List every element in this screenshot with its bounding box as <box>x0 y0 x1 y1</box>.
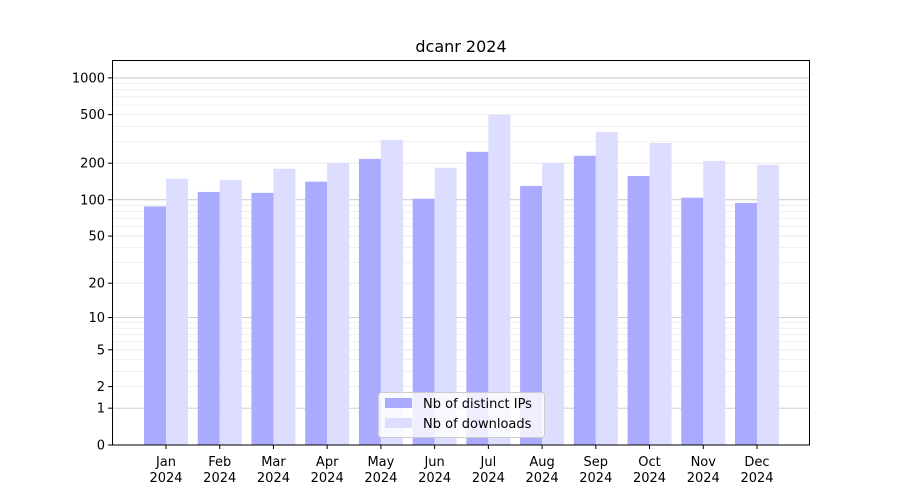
bar-downloads <box>219 179 242 445</box>
x-tick-label-line: Feb <box>208 455 231 470</box>
x-tick-label-line: Jun <box>423 455 444 470</box>
y-tick-label: 200 <box>80 157 105 172</box>
x-tick-label-line: 2024 <box>311 471 344 486</box>
x-tick-label-line: 2024 <box>364 471 397 486</box>
y-tick-label: 10 <box>88 311 105 326</box>
x-tick-label-line: 2024 <box>472 471 505 486</box>
x-tick-label-line: Mar <box>261 455 286 470</box>
x-tick-label-line: 2024 <box>418 471 451 486</box>
y-tick-label: 5 <box>97 343 105 358</box>
bar-downloads <box>542 162 565 445</box>
x-tick-label-line: 2024 <box>579 471 612 486</box>
bar-downloads <box>273 168 296 445</box>
legend: Nb of distinct IPs Nb of downloads <box>378 392 545 438</box>
y-tick-label: 2 <box>97 380 105 395</box>
x-tick-label: Jan 2024 <box>149 455 182 486</box>
x-tick-label-line: Sep <box>584 455 609 470</box>
x-tick-label: Feb 2024 <box>203 455 236 486</box>
legend-box <box>378 392 545 438</box>
bar-downloads <box>327 162 350 445</box>
bar-distinct-ips <box>358 158 381 445</box>
x-tick-label: Jul 2024 <box>472 455 505 486</box>
bar-distinct-ips <box>412 198 435 445</box>
x-tick-label-line: Aug <box>529 455 554 470</box>
legend-label: Nb of downloads <box>423 417 532 432</box>
x-tick-label: Aug 2024 <box>526 455 559 486</box>
bars <box>144 114 779 446</box>
bar-distinct-ips <box>251 192 274 445</box>
bar-distinct-ips <box>305 181 328 445</box>
bar-downloads <box>757 164 779 445</box>
x-tick-label: Oct 2024 <box>633 455 666 486</box>
bar-distinct-ips <box>681 197 704 445</box>
x-tick-label-line: 2024 <box>526 471 559 486</box>
x-tick-label-line: 2024 <box>687 471 720 486</box>
bar-downloads <box>166 178 188 445</box>
bar-downloads <box>488 114 511 445</box>
x-tick-label-line: 2024 <box>740 471 773 486</box>
bar-distinct-ips <box>627 175 650 445</box>
x-tick-label: Mar 2024 <box>257 455 290 486</box>
bar-distinct-ips <box>735 203 757 445</box>
bar-downloads <box>434 167 457 445</box>
x-tick-label: Sep 2024 <box>579 455 612 486</box>
legend-swatch <box>385 398 412 408</box>
legend-swatch <box>385 418 412 428</box>
x-tick-label: Nov 2024 <box>687 455 720 486</box>
x-tick-label-line: 2024 <box>257 471 290 486</box>
bar-distinct-ips <box>197 191 220 445</box>
bar-downloads <box>649 142 672 445</box>
y-tick-label: 100 <box>80 193 105 208</box>
bar-downloads <box>703 160 726 445</box>
y-tick-label: 1000 <box>72 71 105 86</box>
x-tick-label-line: Jan <box>155 455 176 470</box>
x-tick-label: May 2024 <box>364 455 397 486</box>
legend-label: Nb of distinct IPs <box>423 397 532 412</box>
bar-downloads <box>595 131 618 446</box>
bar-distinct-ips <box>144 206 166 445</box>
x-tick-label-line: May <box>367 455 394 470</box>
x-tick-label-line: Jul <box>480 455 497 470</box>
y-tick-label: 0 <box>97 439 105 454</box>
y-axis: 0 1 2 5 10 20 50 100 200 500 1000 <box>72 71 112 454</box>
y-tick-label: 500 <box>80 108 105 123</box>
x-tick-label-line: 2024 <box>633 471 666 486</box>
x-tick-label-line: 2024 <box>203 471 236 486</box>
x-tick-label-line: Dec <box>744 455 769 470</box>
y-tick-label: 20 <box>88 277 105 292</box>
x-tick-label-line: Apr <box>316 455 339 470</box>
x-tick-label-line: Nov <box>691 455 717 470</box>
bar-distinct-ips <box>573 155 596 446</box>
x-tick-label-line: Oct <box>638 455 660 470</box>
y-tick-label: 50 <box>88 230 105 245</box>
bar-distinct-ips <box>520 185 543 446</box>
x-tick-label: Dec 2024 <box>740 455 773 486</box>
y-tick-label: 1 <box>97 402 105 417</box>
bar-distinct-ips <box>466 151 489 445</box>
x-tick-label: Jun 2024 <box>418 455 451 486</box>
plot-frame <box>112 60 810 446</box>
bar-downloads <box>380 139 403 446</box>
x-tick-label-line: 2024 <box>149 471 182 486</box>
x-tick-label: Apr 2024 <box>311 455 344 486</box>
chart-title: dcanr 2024 <box>415 37 506 56</box>
